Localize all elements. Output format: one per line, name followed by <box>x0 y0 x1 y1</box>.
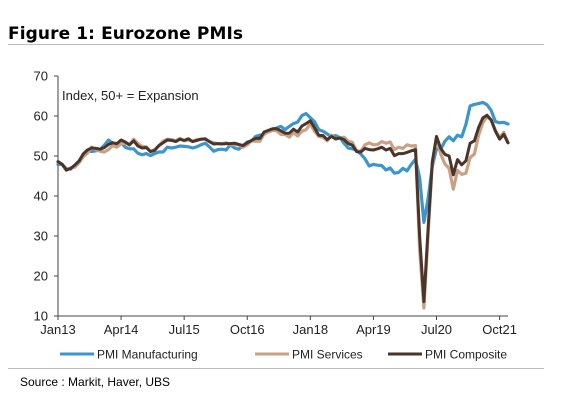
y-tick-label: 30 <box>34 229 48 244</box>
chart-annotation: Index, 50+ = Expansion <box>62 88 199 103</box>
legend-label-pmi-manufacturing: PMI Manufacturing <box>97 348 198 362</box>
y-tick-label: 70 <box>34 69 48 84</box>
y-tick-label: 50 <box>34 149 48 164</box>
x-tick-label: Jul20 <box>421 322 452 337</box>
x-tick-label: Apr14 <box>104 322 139 337</box>
x-tick-label: Oct16 <box>230 322 265 337</box>
y-tick-label: 10 <box>34 309 48 324</box>
series-line-pmi-manufacturing <box>56 100 510 224</box>
y-tick-label: 20 <box>34 269 48 284</box>
source-note: Source : Markit, Haver, UBS <box>20 375 171 389</box>
x-tick-label: Oct21 <box>482 322 517 337</box>
y-tick-label: 40 <box>34 189 48 204</box>
series-line-pmi-composite <box>56 113 510 304</box>
pmi-line-chart: 10 20 30 40 50 60 70 Jan13 Apr14 Jul15 Oct16 Jan18 A… <box>34 69 517 362</box>
x-tick-label: Jan13 <box>40 322 75 337</box>
y-tick-label: 60 <box>34 109 48 124</box>
chart-legend: PMI Manufacturing PMI Services PMI Composi… <box>60 348 507 362</box>
chart-series <box>56 100 510 310</box>
legend-label-pmi-services: PMI Services <box>292 348 363 362</box>
title-rule <box>8 44 544 45</box>
legend-label-pmi-composite: PMI Composite <box>425 348 507 362</box>
x-tick-label: Jul15 <box>169 322 200 337</box>
x-tick-label: Apr19 <box>356 322 391 337</box>
chart-axes: 10 20 30 40 50 60 70 Jan13 Apr14 Jul15 Oct16 Jan18 A… <box>34 69 517 338</box>
source-rule <box>8 368 544 369</box>
x-tick-label: Jan18 <box>293 322 328 337</box>
figure-title: Figure 1: Eurozone PMIs <box>8 24 244 44</box>
